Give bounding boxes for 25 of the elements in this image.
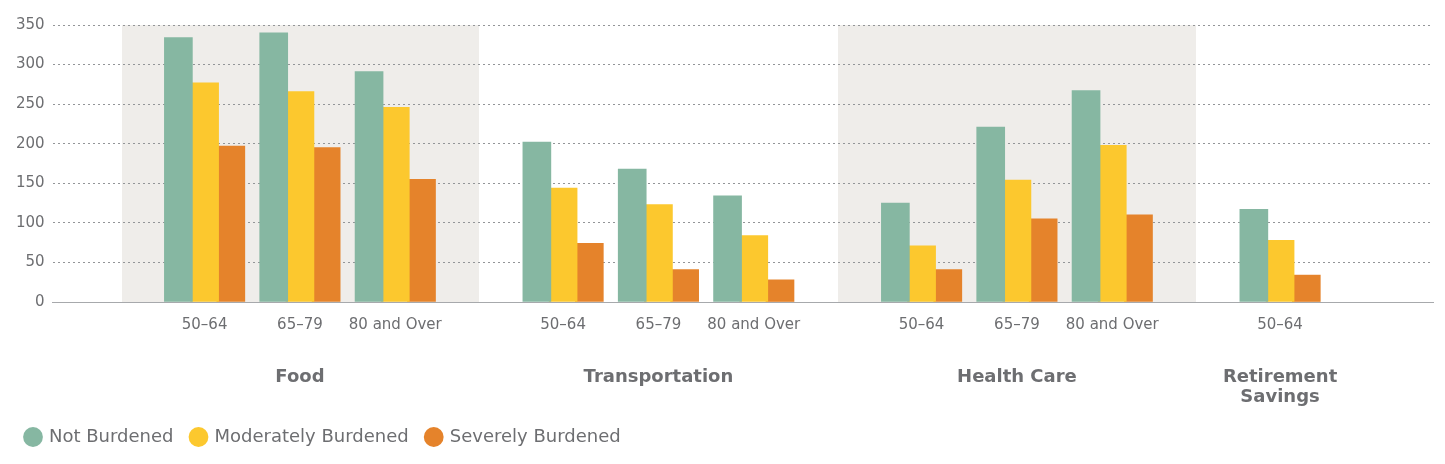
x-tick-label: 65–79 — [277, 314, 323, 333]
legend-label: Not Burdened — [49, 424, 174, 446]
text: Transportation — [583, 364, 734, 386]
x-tick-label: 65–79 — [635, 314, 682, 333]
x-tick-label: 80 and Over — [1065, 314, 1160, 333]
y-tick-label: 150 — [15, 173, 45, 192]
y-tick-label: 350 — [15, 14, 45, 33]
text: Food — [275, 364, 325, 386]
x-tick-label: 65–79 — [994, 314, 1040, 333]
x-tick-label: 80 and Over — [707, 314, 802, 333]
x-tick-label: 50–64 — [898, 314, 945, 333]
text: Retirement Savings — [1222, 364, 1338, 406]
text: Health Care — [957, 364, 1077, 386]
y-tick-label: 100 — [15, 212, 45, 231]
y-tick-label: 0 — [35, 291, 45, 310]
x-tick-label: 80 and Over — [348, 314, 443, 333]
y-tick-label: 300 — [15, 54, 45, 73]
y-tick-label: 250 — [15, 94, 45, 113]
x-tick-label: 50–64 — [1257, 314, 1303, 333]
y-tick-label: 200 — [15, 133, 45, 152]
legend-label: Severely Burdened — [449, 424, 621, 446]
legend-label: Moderately Burdened — [214, 424, 409, 446]
y-tick-label: 50 — [25, 252, 45, 271]
x-tick-label: 50–64 — [540, 314, 586, 333]
x-tick-label: 50–64 — [181, 314, 228, 333]
